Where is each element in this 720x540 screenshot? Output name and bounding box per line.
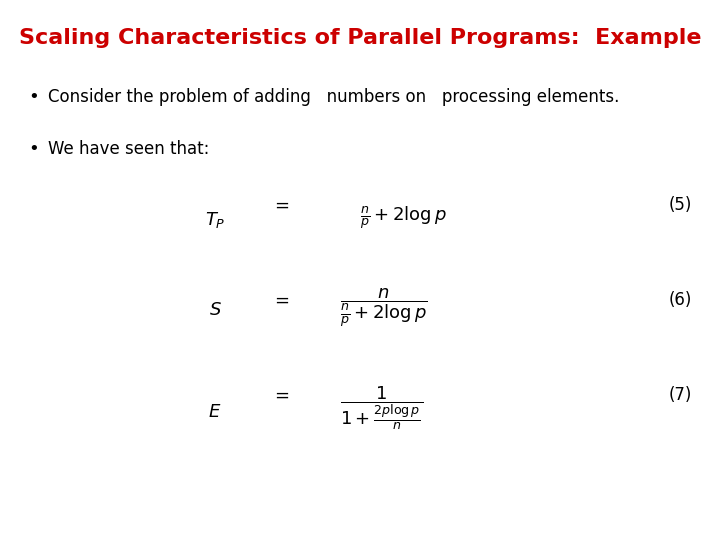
Text: $S$: $S$ [209,301,222,319]
Text: Consider the problem of adding   numbers on   processing elements.: Consider the problem of adding numbers o… [48,88,619,106]
Text: (6): (6) [668,291,692,309]
Text: •: • [28,88,39,106]
Text: $E$: $E$ [208,403,222,421]
Text: $=$: $=$ [271,196,289,214]
Text: $T_P$: $T_P$ [204,210,225,230]
Text: •: • [28,140,39,158]
Text: (7): (7) [668,386,692,404]
Text: $\dfrac{1}{1 + \frac{2p\log p}{n}}$: $\dfrac{1}{1 + \frac{2p\log p}{n}}$ [340,384,423,432]
Text: $\dfrac{n}{\frac{n}{p} + 2\log p}$: $\dfrac{n}{\frac{n}{p} + 2\log p}$ [340,287,428,329]
Text: $=$: $=$ [271,386,289,404]
Text: (5): (5) [668,196,692,214]
Text: We have seen that:: We have seen that: [48,140,210,158]
Text: $\frac{n}{p} + 2\log p$: $\frac{n}{p} + 2\log p$ [360,205,447,232]
Text: Scaling Characteristics of Parallel Programs:  Example: Scaling Characteristics of Parallel Prog… [19,28,701,48]
Text: $=$: $=$ [271,291,289,309]
